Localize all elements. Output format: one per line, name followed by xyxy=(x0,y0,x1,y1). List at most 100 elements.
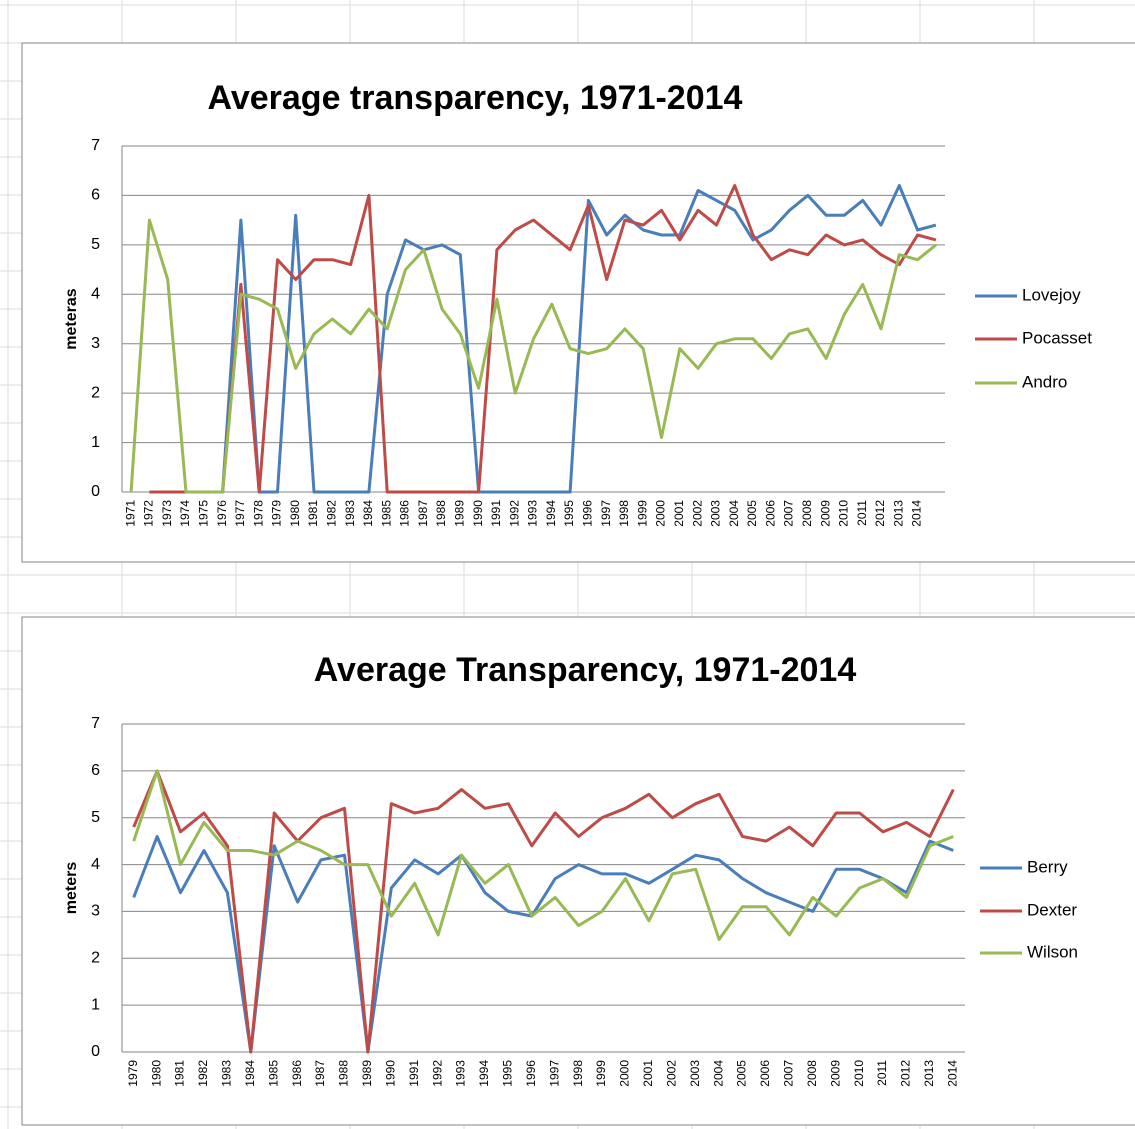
x-tick-label: 1975 xyxy=(196,500,210,527)
chart-area xyxy=(21,42,1135,563)
x-tick-label: 1994 xyxy=(477,1060,491,1087)
series-line xyxy=(149,184,937,494)
x-tick-label: 1989 xyxy=(453,500,467,527)
x-tick-label: 2002 xyxy=(664,1060,678,1087)
x-tick-label: 1984 xyxy=(361,500,375,527)
y-tick-label: 2 xyxy=(91,950,100,967)
x-tick-label: 1983 xyxy=(343,500,357,527)
x-tick-label: 2004 xyxy=(711,1060,725,1087)
x-tick-label: 2006 xyxy=(758,1060,772,1087)
x-tick-label: 2000 xyxy=(654,500,668,527)
x-tick-label: 2010 xyxy=(837,500,851,527)
x-tick-label: 2008 xyxy=(800,500,814,527)
x-tick-label: 1976 xyxy=(215,500,229,527)
y-axis-label: meters xyxy=(63,862,80,915)
x-tick-label: 1992 xyxy=(507,500,521,527)
y-tick-label: 7 xyxy=(91,137,100,154)
x-tick-label: 2009 xyxy=(818,500,832,527)
legend-label: Dexter xyxy=(1027,900,1077,919)
series-line xyxy=(132,769,954,941)
series-line xyxy=(132,835,954,1054)
x-tick-label: 1995 xyxy=(501,1060,515,1087)
x-tick-label: 2001 xyxy=(641,1060,655,1087)
x-tick-label: 1995 xyxy=(562,500,576,527)
x-tick-label: 1993 xyxy=(454,1060,468,1087)
x-tick-label: 1986 xyxy=(290,1060,304,1087)
x-tick-label: 1991 xyxy=(407,1060,421,1087)
x-tick-label: 1997 xyxy=(599,500,613,527)
x-tick-label: 2012 xyxy=(899,1060,913,1087)
x-tick-label: 2014 xyxy=(910,500,924,527)
x-tick-label: 2005 xyxy=(735,1060,749,1087)
x-tick-label: 1990 xyxy=(383,1060,397,1087)
x-tick-label: 1994 xyxy=(544,500,558,527)
x-tick-label: 1980 xyxy=(288,500,302,527)
x-tick-label: 2001 xyxy=(672,500,686,527)
x-tick-label: 1992 xyxy=(430,1060,444,1087)
x-tick-label: 1985 xyxy=(379,500,393,527)
y-axis-label: meteras xyxy=(63,288,80,349)
legend-label: Pocasset xyxy=(1022,328,1092,347)
x-tick-label: 2008 xyxy=(805,1060,819,1087)
y-tick-label: 1 xyxy=(91,434,100,451)
chart-title: Average transparency, 1971-2014 xyxy=(208,79,743,117)
x-tick-label: 1980 xyxy=(149,1060,163,1087)
x-tick-label: 1982 xyxy=(324,500,338,527)
legend-label: Andro xyxy=(1022,372,1067,391)
x-tick-label: 1978 xyxy=(251,500,265,527)
x-tick-label: 1973 xyxy=(160,500,174,527)
x-tick-label: 1981 xyxy=(173,1060,187,1087)
x-tick-label: 2013 xyxy=(891,500,905,527)
chart-title: Average Transparency, 1971-2014 xyxy=(314,651,857,689)
x-tick-label: 1988 xyxy=(337,1060,351,1087)
x-tick-label: 1991 xyxy=(489,500,503,527)
y-tick-label: 2 xyxy=(91,384,100,401)
x-tick-label: 1999 xyxy=(594,1060,608,1087)
y-tick-label: 6 xyxy=(91,762,100,779)
x-tick-label: 1998 xyxy=(617,500,631,527)
x-tick-label: 1988 xyxy=(434,500,448,527)
x-tick-label: 1977 xyxy=(233,500,247,527)
y-tick-label: 6 xyxy=(91,187,100,204)
x-tick-label: 1990 xyxy=(471,500,485,527)
legend-label: Berry xyxy=(1027,857,1068,876)
x-tick-label: 1971 xyxy=(123,500,137,527)
x-tick-label: 2000 xyxy=(618,1060,632,1087)
x-tick-label: 2002 xyxy=(690,500,704,527)
y-tick-label: 0 xyxy=(91,1043,100,1060)
x-tick-label: 2013 xyxy=(922,1060,936,1087)
x-tick-label: 2010 xyxy=(852,1060,866,1087)
x-tick-label: 1993 xyxy=(526,500,540,527)
x-tick-label: 1979 xyxy=(270,500,284,527)
x-tick-label: 2014 xyxy=(945,1060,959,1087)
x-tick-label: 2011 xyxy=(855,500,869,526)
y-tick-label: 3 xyxy=(91,903,100,920)
x-tick-label: 1987 xyxy=(313,1060,327,1087)
x-tick-label: 1985 xyxy=(266,1060,280,1087)
y-tick-label: 1 xyxy=(91,996,100,1013)
y-tick-label: 5 xyxy=(91,236,100,253)
x-tick-label: 1996 xyxy=(524,1060,538,1087)
x-tick-label: 1997 xyxy=(547,1060,561,1087)
y-tick-label: 3 xyxy=(91,335,100,352)
x-tick-label: 2004 xyxy=(727,500,741,527)
x-tick-label: 2003 xyxy=(688,1060,702,1087)
x-tick-label: 1996 xyxy=(581,500,595,527)
x-tick-label: 2009 xyxy=(828,1060,842,1087)
series-line xyxy=(129,218,937,494)
x-tick-label: 1986 xyxy=(398,500,412,527)
x-tick-label: 2007 xyxy=(782,500,796,527)
x-tick-label: 1974 xyxy=(178,500,192,527)
x-tick-label: 1972 xyxy=(142,500,156,527)
x-tick-label: 1999 xyxy=(635,500,649,527)
y-tick-label: 7 xyxy=(91,715,100,732)
x-tick-label: 1983 xyxy=(220,1060,234,1087)
x-tick-label: 1998 xyxy=(571,1060,585,1087)
chart-area xyxy=(21,616,1135,1126)
y-tick-label: 4 xyxy=(91,286,100,303)
series-line xyxy=(132,769,955,1054)
x-tick-label: 2012 xyxy=(873,500,887,527)
legend-label: Lovejoy xyxy=(1022,285,1081,304)
